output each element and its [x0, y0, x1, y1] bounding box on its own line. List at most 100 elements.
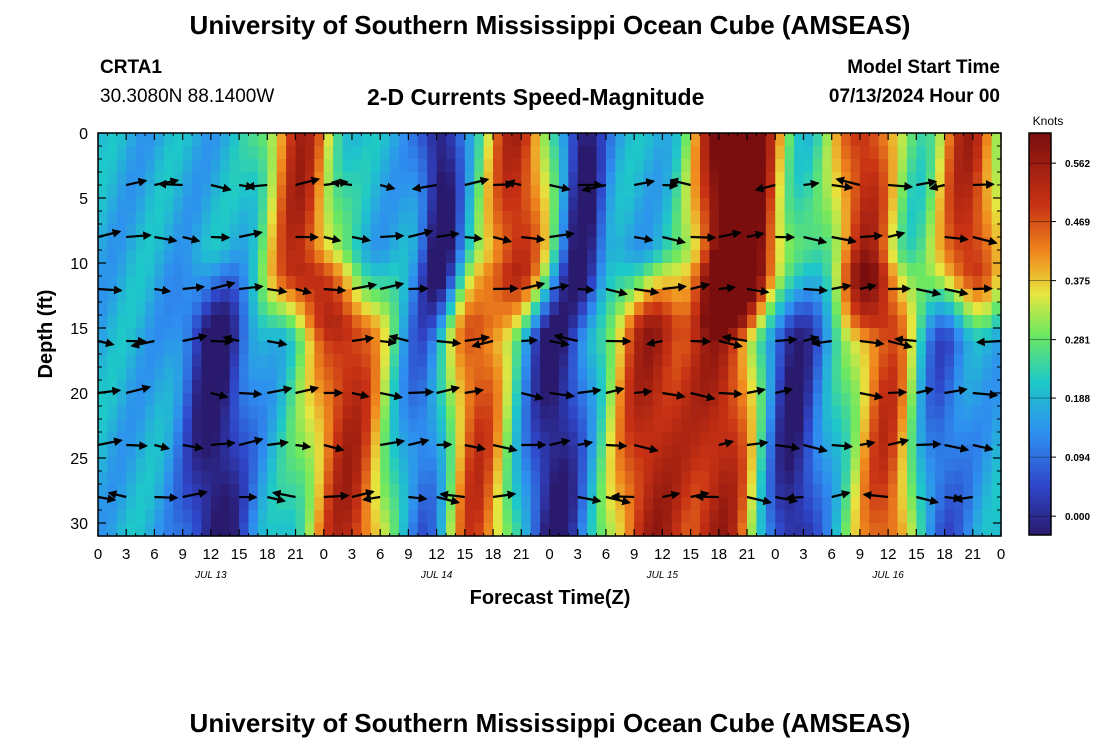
heatmap-cell [549, 302, 560, 316]
heatmap-cell [314, 497, 325, 511]
heatmap-cell [615, 146, 626, 160]
heatmap-cell [474, 432, 485, 446]
heatmap-cell [248, 302, 259, 316]
heatmap-cell [662, 432, 673, 446]
heatmap-cell [502, 302, 513, 316]
heatmap-cell [690, 185, 701, 199]
heatmap-cell [135, 471, 146, 485]
heatmap-cell [859, 497, 870, 511]
heatmap-cell [935, 289, 946, 303]
heatmap-cell [568, 276, 579, 290]
heatmap-cell [671, 510, 682, 524]
heatmap-cell [493, 471, 504, 485]
heatmap-cell [314, 224, 325, 238]
current-arrow [379, 391, 404, 401]
heatmap-cell [427, 185, 438, 199]
heatmap-cell [417, 523, 428, 537]
heatmap-cell [173, 471, 184, 485]
heatmap-cell [399, 523, 410, 537]
heatmap-cell [878, 432, 889, 446]
current-arrow [351, 390, 370, 400]
heatmap-cell [935, 380, 946, 394]
heatmap-cell [116, 172, 127, 186]
heatmap-cell [163, 497, 174, 511]
heatmap-cell [389, 276, 400, 290]
heatmap-cell [314, 458, 325, 472]
heatmap-cell [276, 250, 287, 264]
heatmap-cell [295, 471, 306, 485]
heatmap-cell [201, 445, 212, 459]
heatmap-cell [173, 367, 184, 381]
heatmap-cell [182, 484, 193, 498]
heatmap-cell [361, 354, 372, 368]
heatmap-cell [239, 315, 250, 329]
heatmap-cell [587, 419, 598, 433]
heatmap-cell [351, 133, 362, 147]
heatmap-cell [417, 419, 428, 433]
heatmap-cell [502, 380, 513, 394]
heatmap-cell [446, 432, 457, 446]
heatmap-cell [483, 341, 494, 355]
heatmap-cell [700, 497, 711, 511]
heatmap-cell [521, 471, 532, 485]
heatmap-cell [982, 354, 993, 368]
heatmap-cell [455, 419, 466, 433]
heatmap-cell [549, 185, 560, 199]
heatmap-cell [925, 471, 936, 485]
y-tick-label: 30 [70, 516, 88, 533]
heatmap-cell [549, 523, 560, 537]
heatmap-cell [361, 523, 372, 537]
heatmap-cell [775, 510, 786, 524]
colorbar-tick-label: 0.281 [1065, 336, 1090, 347]
heatmap-cell [652, 419, 663, 433]
heatmap-cell [681, 289, 692, 303]
heatmap-cell [953, 328, 964, 342]
heatmap-cell [775, 406, 786, 420]
heatmap-cell [935, 224, 946, 238]
current-arrow [238, 282, 264, 292]
heatmap-cell [351, 289, 362, 303]
heatmap-cell [333, 341, 344, 355]
heatmap-cell [963, 276, 974, 290]
heatmap-cell [878, 185, 889, 199]
heatmap-cell [991, 419, 1002, 433]
current-arrow [154, 285, 172, 295]
heatmap-cell [831, 484, 842, 498]
heatmap-cell [116, 393, 127, 407]
heatmap-cell [455, 250, 466, 264]
heatmap-cell [314, 328, 325, 342]
heatmap-cell [530, 302, 541, 316]
heatmap-cell [831, 250, 842, 264]
heatmap-cell [304, 458, 315, 472]
heatmap-cell [333, 471, 344, 485]
heatmap-cell [540, 432, 551, 446]
heatmap-cell [201, 185, 212, 199]
heatmap-cell [173, 406, 184, 420]
heatmap-cell [775, 263, 786, 277]
heatmap-cell [747, 224, 758, 238]
heatmap-cell [229, 523, 240, 537]
heatmap-cell [399, 406, 410, 420]
heatmap-cell [605, 484, 616, 498]
heatmap-cell [229, 224, 240, 238]
heatmap-cell [718, 172, 729, 186]
heatmap-cell [906, 497, 917, 511]
heatmap-cell [709, 432, 720, 446]
heatmap-cell [681, 367, 692, 381]
heatmap-cell [427, 523, 438, 537]
heatmap-cell [869, 341, 880, 355]
current-arrow [972, 180, 995, 189]
heatmap-cell [276, 406, 287, 420]
heatmap-cell [577, 146, 588, 160]
heatmap-cell [869, 237, 880, 251]
heatmap-cell [944, 367, 955, 381]
heatmap-cell [464, 510, 475, 524]
heatmap-cell [192, 406, 203, 420]
heatmap-cell [906, 393, 917, 407]
heatmap-cell [756, 497, 767, 511]
heatmap-cell [239, 497, 250, 511]
heatmap-cell [709, 510, 720, 524]
heatmap-cell [605, 224, 616, 238]
current-arrow [97, 338, 115, 348]
heatmap-cell [493, 172, 504, 186]
